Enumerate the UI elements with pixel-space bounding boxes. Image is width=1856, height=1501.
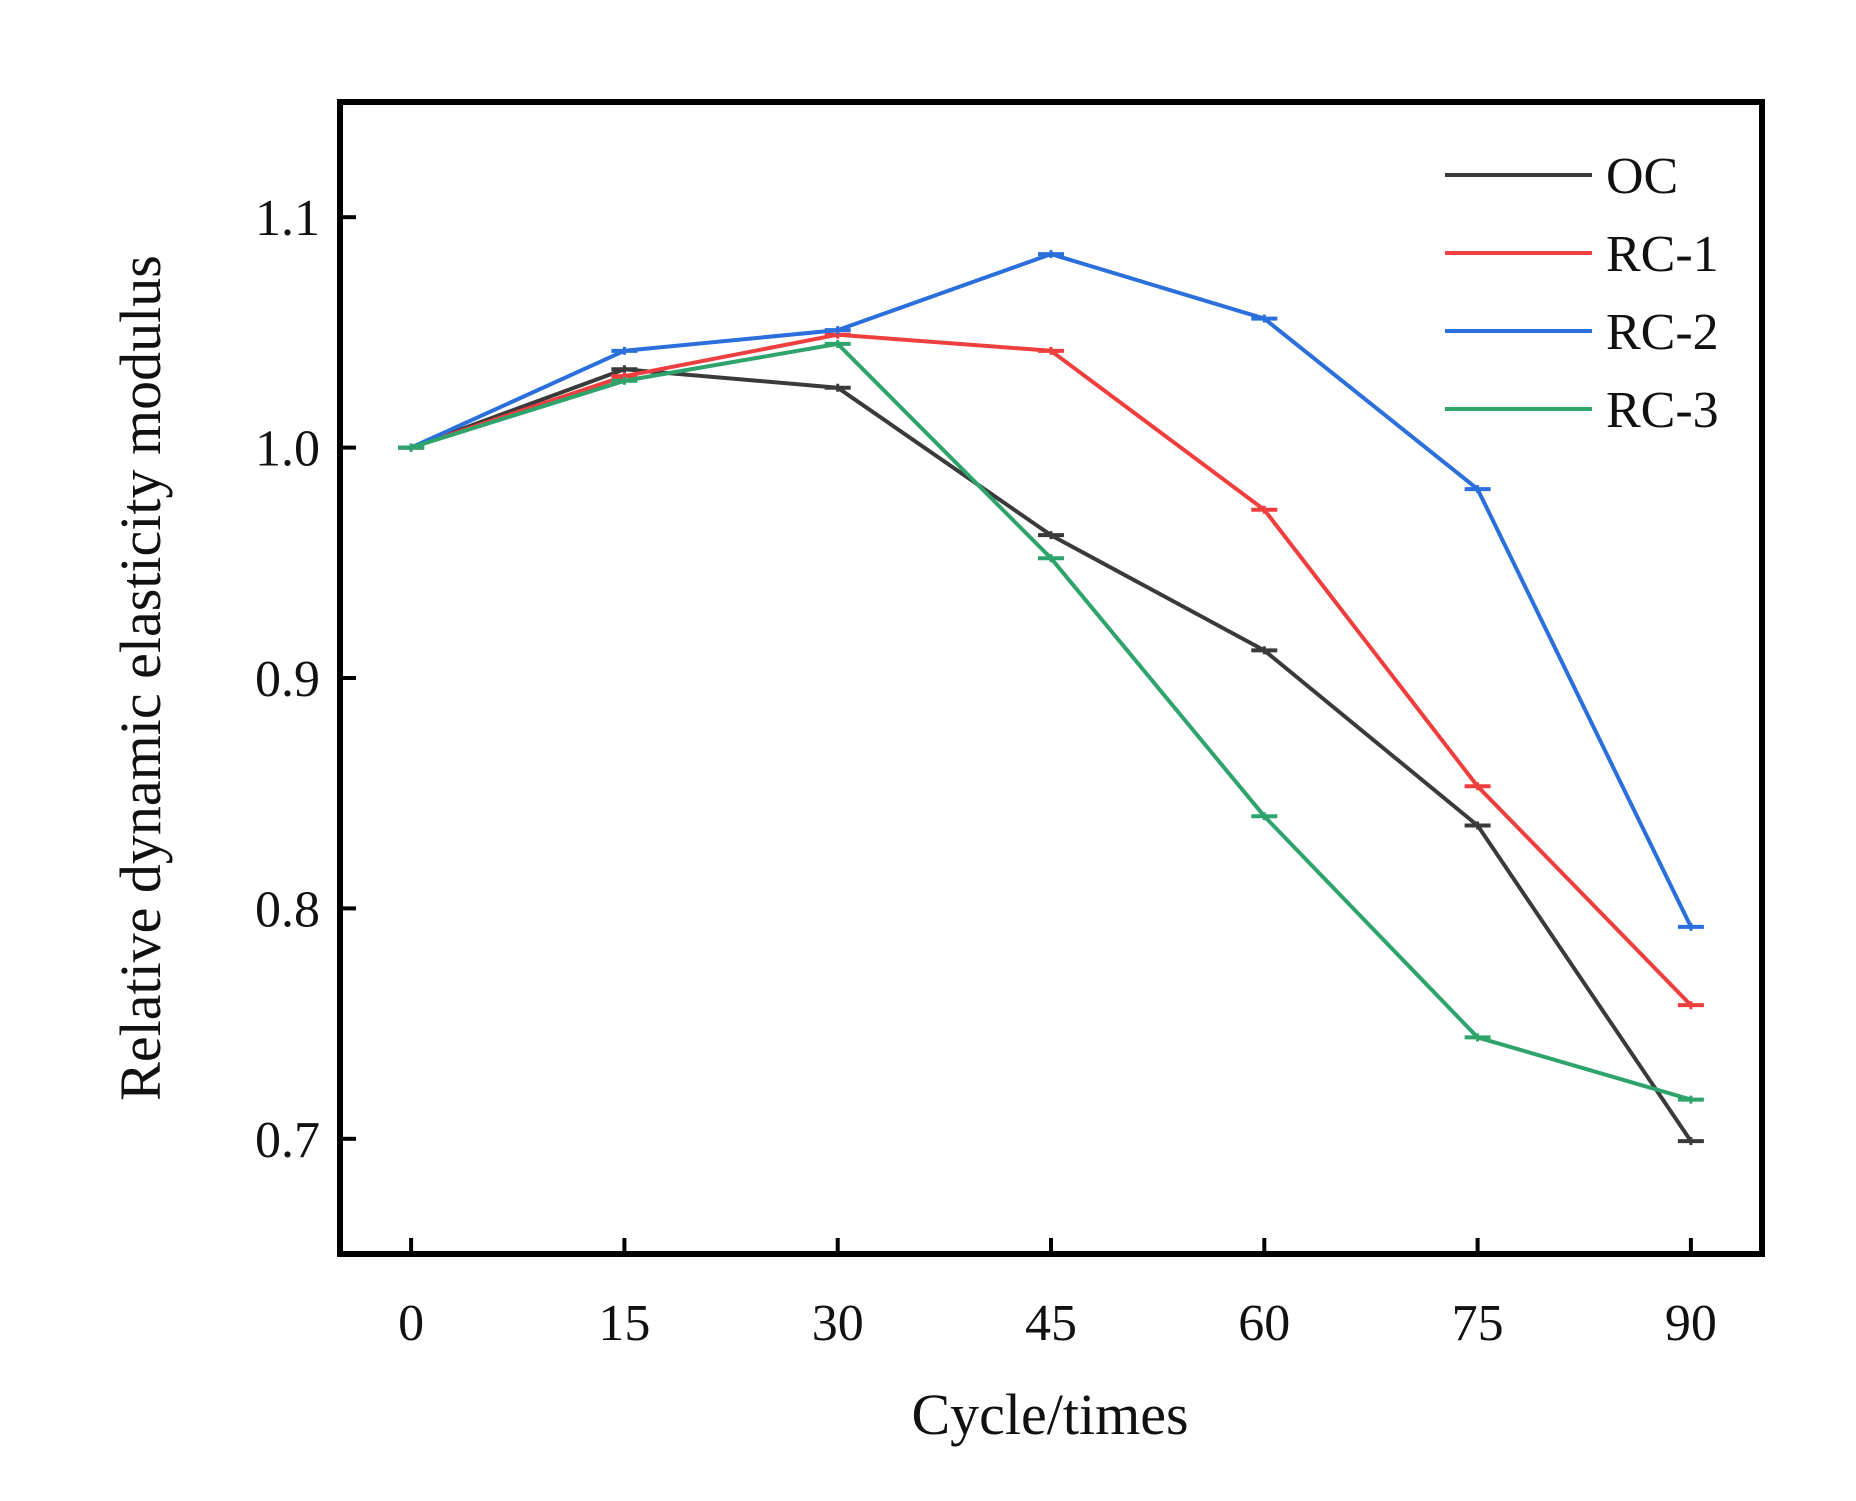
- y-tick-label: 0.7: [255, 1112, 320, 1169]
- legend: OC RC-1 RC-2 RC-3: [1445, 148, 1719, 439]
- x-tick-label: 75: [1452, 1295, 1504, 1352]
- x-tick-label: 45: [1025, 1295, 1077, 1352]
- x-axis-title: Cycle/times: [911, 1382, 1188, 1447]
- y-tick-label: 0.8: [255, 881, 320, 938]
- x-tick-label: 90: [1665, 1295, 1717, 1352]
- legend-label-rc-2: RC-2: [1606, 304, 1719, 361]
- tick-layer: 0 15 30 45 60 75 90 0.7 0.8 0.9 1.0 1.1: [255, 190, 1717, 1352]
- y-tick-label: 1.0: [255, 421, 320, 478]
- legend-label-rc-3: RC-3: [1606, 382, 1719, 439]
- y-axis-title: Relative dynamic elasticity modulus: [108, 255, 173, 1101]
- legend-label-rc-1: RC-1: [1606, 226, 1719, 283]
- y-tick-label: 1.1: [255, 190, 320, 247]
- y-tick-label: 0.9: [255, 651, 320, 708]
- x-tick-label: 60: [1238, 1295, 1290, 1352]
- series-layer: [398, 250, 1704, 1146]
- x-tick-label: 0: [398, 1295, 424, 1352]
- legend-label-oc: OC: [1606, 148, 1678, 205]
- x-tick-label: 15: [598, 1295, 650, 1352]
- x-tick-label: 30: [812, 1295, 864, 1352]
